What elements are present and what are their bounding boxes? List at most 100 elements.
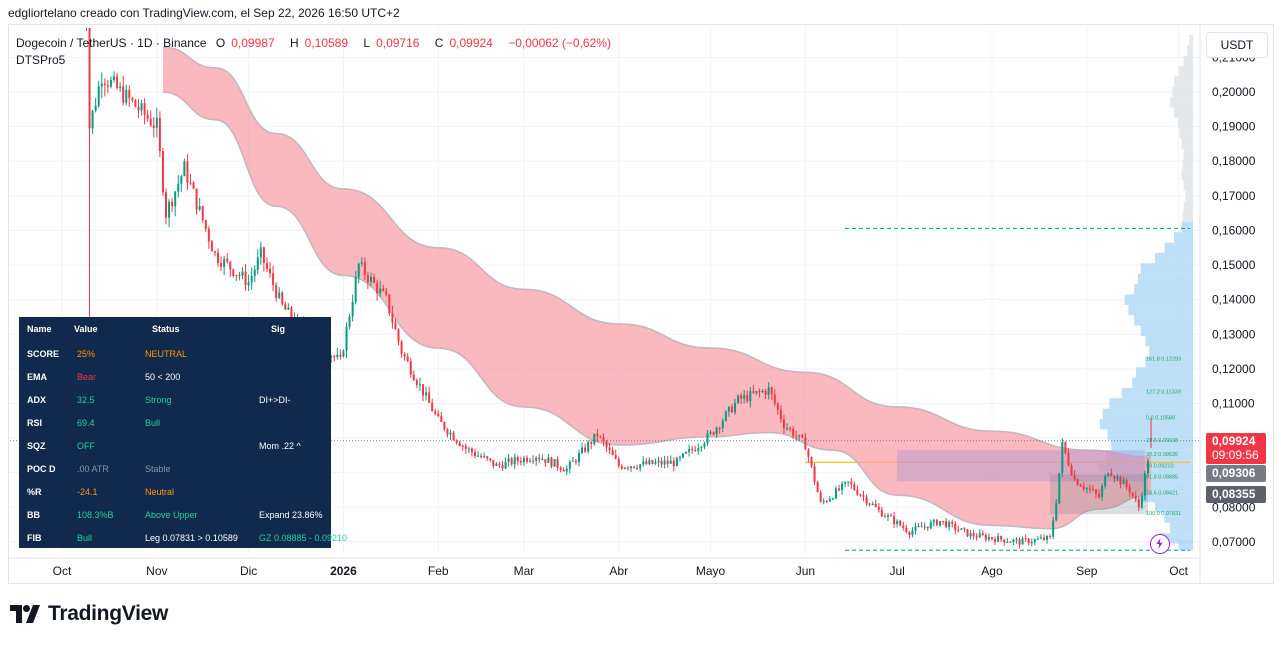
volume-profile-bar — [1174, 232, 1193, 243]
candle-body — [654, 462, 657, 464]
candle-body — [449, 432, 452, 435]
candle-body — [269, 268, 272, 274]
candle-body — [106, 85, 109, 87]
candle-body — [639, 464, 642, 469]
candle-body — [841, 483, 844, 491]
candle-body — [938, 521, 941, 526]
candle-body — [1042, 537, 1045, 540]
candle-body — [651, 460, 654, 464]
candle-body — [1027, 538, 1030, 544]
candle-body — [1070, 465, 1073, 476]
candle-body — [1073, 475, 1076, 480]
candle-body — [880, 509, 883, 517]
volume-profile-bar — [1105, 450, 1193, 461]
volume-profile-bar — [1155, 502, 1193, 513]
candle-body — [1113, 476, 1116, 479]
candle-body — [1140, 495, 1143, 508]
candle-body — [831, 498, 834, 500]
candle-body — [409, 361, 412, 375]
candle-body — [532, 460, 535, 462]
tradingview-logo[interactable]: TradingView — [10, 600, 168, 628]
table-cell-name: ADX — [27, 395, 47, 405]
volume-profile-bar — [1182, 211, 1193, 222]
volume-profile-bar — [1136, 367, 1193, 378]
time-axis-label: Jul — [889, 564, 904, 578]
candle-body — [1107, 472, 1110, 477]
candle-body — [975, 536, 978, 538]
candle-body — [1000, 536, 1003, 540]
candle-body — [834, 488, 837, 499]
candle-body — [935, 519, 938, 526]
price-axis-label: 0,15000 — [1212, 258, 1256, 272]
candle-body — [911, 530, 914, 535]
price-axis-label: 0,11000 — [1212, 396, 1255, 410]
candle-body — [682, 453, 685, 458]
candle-body — [452, 432, 455, 441]
time-axis-label: Dic — [240, 564, 257, 578]
candle-body — [685, 451, 688, 454]
candle-body — [363, 262, 366, 276]
candle-body — [1098, 493, 1101, 498]
candle-body — [492, 459, 495, 466]
candle-body — [590, 442, 593, 444]
candle-body — [192, 182, 195, 189]
time-axis-label: Sep — [1076, 564, 1098, 578]
candle-body — [810, 457, 813, 467]
time-axis-label: Oct — [1169, 564, 1188, 578]
table-cell-name: SQZ — [27, 441, 46, 451]
candle-body — [501, 464, 504, 469]
candle-body — [608, 447, 611, 451]
legend-high-value: 0,10589 — [304, 36, 349, 50]
time-axis-label: Mar — [514, 564, 535, 578]
candle-body — [981, 533, 984, 536]
legend-low-value: 0,09716 — [376, 36, 420, 50]
candle-body — [284, 304, 287, 310]
candle-body — [740, 395, 743, 399]
candle-body — [161, 151, 164, 193]
table-cell-status: Neutral — [145, 487, 175, 497]
candle-body — [883, 516, 886, 518]
candle-body — [128, 89, 131, 99]
table-cell-value: Bull — [77, 533, 93, 543]
price-axis-label: 0,16000 — [1212, 223, 1256, 237]
legend-symbol[interactable]: Dogecoin / TetherUS · 1D · Binance — [16, 36, 207, 50]
candle-body — [1125, 480, 1128, 488]
currency-button[interactable]: USDT — [1206, 32, 1268, 58]
candle-body — [1122, 480, 1125, 485]
candle-body — [360, 262, 363, 264]
fib-level-label: 0.0 0.10589 — [1146, 416, 1175, 422]
candle-body — [91, 110, 94, 129]
candle-body — [703, 443, 706, 447]
last-price: 0,09924 — [1212, 434, 1256, 448]
table-cell-value: 69.4 — [77, 418, 95, 428]
candle-body — [213, 251, 216, 253]
indicator-name[interactable]: DTSPro5 — [16, 53, 66, 67]
candle-body — [529, 460, 532, 462]
candle-body — [446, 429, 449, 435]
candle-body — [262, 247, 265, 263]
candle-body — [1030, 542, 1033, 544]
candle-body — [1128, 487, 1131, 493]
candle-body — [140, 103, 143, 111]
attribution-text: edgliortelano creado con TradingView.com… — [8, 6, 400, 20]
table-cell-name: RSI — [27, 418, 43, 428]
candle-body — [862, 495, 865, 497]
volume-profile-bar — [1134, 315, 1193, 326]
candle-body — [1137, 499, 1140, 508]
table-header-sig: Sig — [271, 324, 286, 334]
candle-body — [330, 356, 333, 358]
fib-level-label: 23.6 0.09938 — [1146, 438, 1178, 444]
table-cell-name: SCORE — [27, 349, 60, 359]
volume-profile-bar — [1107, 429, 1193, 440]
volume-profile-bar — [1102, 408, 1193, 420]
table-header-name: Name — [27, 324, 52, 334]
candle-body — [865, 496, 868, 504]
candle-body — [217, 252, 220, 263]
candle-body — [113, 76, 116, 80]
candle-body — [198, 206, 201, 210]
candle-body — [571, 460, 574, 462]
candle-body — [489, 458, 492, 460]
candle-body — [1049, 535, 1052, 537]
lightning-icon[interactable] — [1150, 534, 1170, 554]
volume-profile-bar — [1115, 470, 1193, 482]
